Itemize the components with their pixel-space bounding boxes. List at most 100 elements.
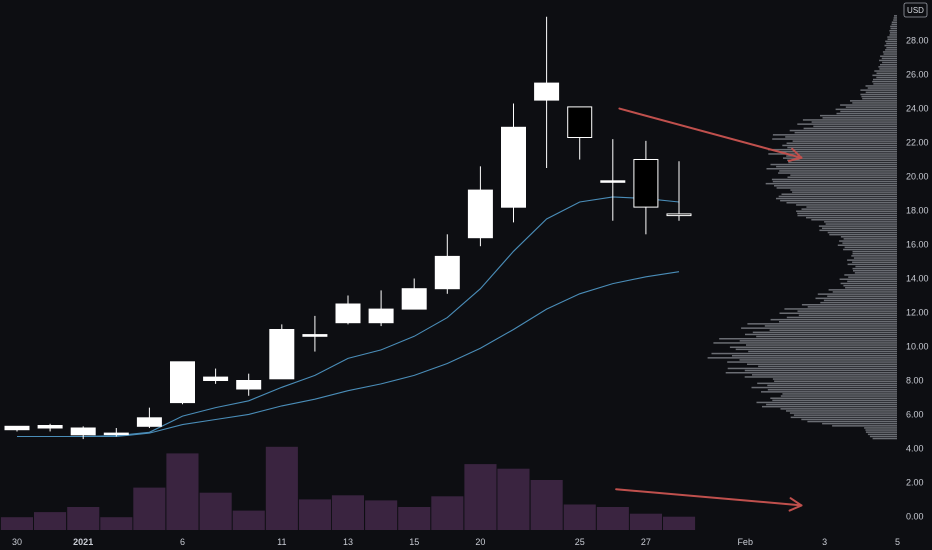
candle[interactable] [4, 425, 30, 432]
volume-profile-bin [778, 172, 897, 174]
volume-profile-bin [886, 47, 897, 49]
volume-profile-bin [802, 119, 897, 121]
candle-body [269, 329, 295, 380]
arrow-shaft [618, 107, 803, 159]
volume-profile-bin [797, 310, 897, 312]
volume-bar [199, 492, 232, 530]
candle[interactable] [136, 407, 162, 429]
volume-profile-bin [862, 97, 897, 100]
trend-arrow [618, 107, 803, 162]
arrow-shaft [615, 488, 803, 507]
candle[interactable] [170, 361, 195, 405]
candle[interactable] [302, 315, 328, 352]
volume-profile-bin [756, 401, 897, 404]
trend-arrow [615, 488, 803, 512]
time-axis[interactable]: 3020216111315202527Feb358 [12, 537, 932, 547]
volume-profile-bin [772, 399, 897, 402]
volume-profile-bin [874, 70, 897, 72]
volume-profile-bin [851, 255, 897, 257]
volume-profile-bin [817, 293, 897, 295]
volume-profile-bin [762, 405, 897, 408]
candle[interactable] [467, 166, 493, 247]
volume-profile-bin [840, 104, 897, 106]
volume-profile-bin [840, 282, 897, 285]
volume-profile-bin [768, 153, 897, 155]
volume-profile-bin [744, 369, 897, 372]
candle[interactable] [600, 139, 626, 221]
candle[interactable] [236, 373, 262, 396]
time-tick-label: 13 [343, 537, 353, 547]
volume-profile-bin [873, 83, 897, 85]
candle[interactable] [37, 423, 63, 432]
price-tick-label: 24.00 [906, 104, 929, 114]
volume-profile-bin [796, 210, 897, 212]
volume-profile-bin [793, 414, 897, 416]
volume-profile-bin [803, 127, 897, 130]
volume-profile-bin [853, 257, 897, 259]
volume-profile-bin [865, 91, 897, 94]
candle-body [103, 432, 129, 436]
volume-profile-bin [840, 236, 897, 238]
volume-profile-bin [707, 357, 897, 359]
volume-profile-bin [778, 195, 897, 198]
candle[interactable] [368, 290, 394, 327]
price-tick-label: 6.00 [906, 409, 924, 419]
candle[interactable] [269, 324, 295, 380]
volume-profile-bin [836, 112, 897, 115]
volume-profile-bin [880, 55, 897, 57]
volume-profile-bin [813, 125, 897, 128]
candle-body [4, 425, 30, 431]
candle[interactable] [633, 140, 659, 235]
candle[interactable] [501, 103, 526, 223]
volume-profile-bin [845, 287, 897, 289]
candlesticks[interactable] [4, 16, 692, 440]
volume-profile-bin [880, 64, 897, 66]
volume-profile-bin [797, 212, 897, 215]
volume-profile-bin [860, 89, 897, 91]
volume-profile-bin [790, 174, 897, 176]
price-axis[interactable]: 0.00 2.00 4.00 6.00 8.00 10.00 12.00 14.00 16.00… [906, 36, 929, 522]
candle-body [501, 126, 526, 208]
volume-profile-bin [887, 38, 897, 40]
volume-profile-bin [776, 165, 897, 168]
volume-profile-bin [827, 295, 897, 297]
candle[interactable] [203, 368, 229, 384]
time-tick-label: 11 [277, 537, 286, 547]
volume-profile-bin [852, 253, 897, 255]
volume-profile-bin [822, 117, 897, 119]
candle[interactable] [534, 16, 560, 169]
candle[interactable] [666, 161, 692, 221]
candle[interactable] [567, 106, 593, 160]
currency-box[interactable] [903, 2, 928, 18]
currency-label[interactable]: USD [903, 2, 928, 18]
candle-body [401, 288, 427, 310]
volume-bar [663, 516, 696, 530]
volume-profile-bin [852, 267, 897, 270]
candle[interactable] [70, 426, 96, 440]
candle[interactable] [401, 278, 427, 310]
volume-profile-bin [790, 416, 897, 419]
volume-bar [398, 507, 431, 530]
volume-profile-bin [872, 80, 897, 83]
candle[interactable] [103, 428, 129, 437]
time-tick-label: Feb [737, 537, 753, 547]
trend-arrows [615, 107, 803, 512]
volume-bar [34, 512, 67, 530]
volume-profile-bin [719, 338, 897, 340]
volume-profile-bin [872, 437, 897, 440]
volume-bar [331, 495, 364, 530]
time-tick-label: 3 [822, 537, 827, 547]
volume-profile-bin [792, 140, 897, 142]
volume-profile-bin [780, 199, 897, 202]
volume-profile-bin [739, 340, 897, 342]
candle[interactable] [434, 234, 460, 294]
volume-profile-bin [860, 93, 897, 96]
candle[interactable] [335, 295, 361, 325]
price-tick-label: 16.00 [906, 240, 929, 250]
volume-profile-bin [772, 134, 897, 136]
volume-profile-bin [879, 59, 897, 62]
volume-profile-bin [751, 386, 897, 389]
volume-bar [596, 507, 629, 530]
volume-profile-bin [797, 214, 897, 217]
